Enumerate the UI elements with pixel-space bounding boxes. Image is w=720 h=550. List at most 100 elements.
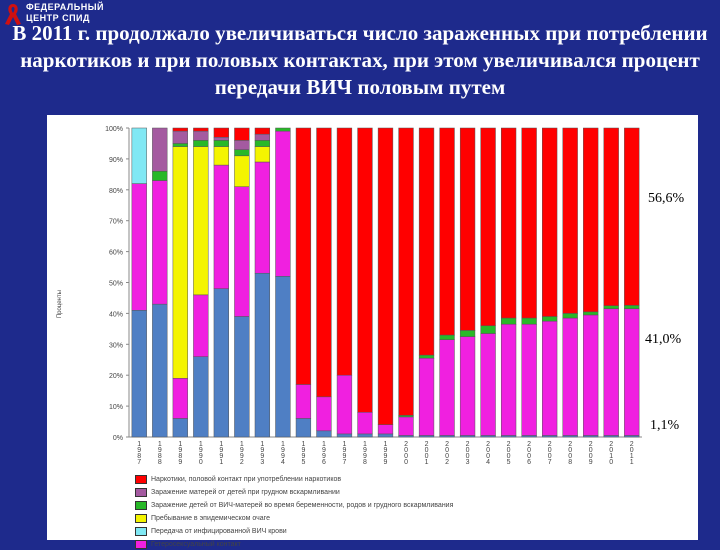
- y-tick-label: 80%: [109, 188, 123, 195]
- bar-segment: [542, 320, 558, 436]
- bar-segment: [254, 161, 271, 274]
- bar-segment: [316, 127, 332, 398]
- bar-segment: [521, 127, 537, 319]
- bar-segment: [459, 336, 476, 436]
- legend-item: Заражение матерей от детей при грудном в…: [135, 486, 340, 498]
- bar-segment: [193, 140, 209, 147]
- bar-segment: [234, 140, 250, 150]
- bar-segment: [193, 356, 209, 438]
- bar-segment: [254, 133, 271, 141]
- bar-segment: [295, 384, 312, 419]
- bar-segment: [562, 317, 578, 436]
- annotation-mother-child: 1,1%: [650, 418, 680, 433]
- bar-segment: [254, 272, 271, 438]
- legend-label: Гетеросексуальный контакт: [151, 540, 241, 548]
- y-tick-label: 0%: [113, 435, 123, 442]
- bar-segment: [213, 127, 229, 138]
- bar-segment: [172, 143, 188, 147]
- annotation-drug: 56,6%: [648, 191, 685, 206]
- legend-label: Заражение матерей от детей при грудном в…: [151, 488, 340, 496]
- bar-segment: [336, 433, 353, 438]
- y-tick-label: 100%: [105, 126, 123, 133]
- bar-segment: [418, 354, 435, 359]
- bar-segment: [418, 127, 435, 356]
- bar-segment: [377, 433, 394, 438]
- red-ribbon-icon: [5, 4, 21, 25]
- bar-segment: [316, 430, 332, 438]
- bar-segment: [521, 323, 537, 436]
- legend-item: Пребывание в эпидемическом очаге: [135, 512, 270, 524]
- bar-segment: [152, 171, 168, 181]
- bar-segment: [357, 433, 373, 438]
- bar-segment: [624, 308, 640, 436]
- bar-segment: [213, 140, 229, 147]
- logo-line-2: ЦЕНТР СПИД: [26, 13, 90, 23]
- bar-segment: [418, 357, 435, 436]
- bar-segment: [152, 303, 168, 438]
- legend-swatch: [135, 500, 147, 510]
- bar-segment: [583, 314, 599, 436]
- bar-segment: [500, 317, 517, 325]
- slide-title: В 2011 г. продолжало увеличиваться число…: [12, 21, 708, 99]
- bar-segment: [152, 127, 168, 172]
- bar-segment: [131, 127, 147, 184]
- legend-swatch: [135, 539, 147, 549]
- bar-segment: [439, 334, 455, 340]
- bar-segment: [480, 333, 496, 436]
- bar-segment: [480, 127, 496, 327]
- bar-segment: [213, 288, 229, 438]
- logo: ФЕДЕРАЛЬНЫЙ ЦЕНТР СПИД: [0, 0, 103, 30]
- bar-segment: [234, 186, 250, 317]
- bar-segment: [603, 305, 619, 310]
- bar-segment: [624, 305, 640, 310]
- legend-label: Передача от инфицированной ВИЧ крови: [151, 527, 287, 535]
- logo-line-1: ФЕДЕРАЛЬНЫЙ: [26, 2, 104, 12]
- bar-segment: [193, 127, 209, 132]
- legend-label: Пребывание в эпидемическом очаге: [151, 514, 270, 522]
- bar-segment: [275, 130, 291, 277]
- bar-segment: [275, 127, 291, 132]
- bar-segment: [172, 127, 188, 132]
- bar-segment: [295, 418, 312, 438]
- bar-segment: [603, 127, 619, 306]
- bar-segment: [377, 424, 394, 435]
- bar-segment: [295, 127, 312, 385]
- bar-segment: [193, 130, 209, 141]
- y-axis-label: Проценты: [57, 290, 63, 318]
- y-tick-label: 20%: [109, 373, 123, 380]
- bar-segment: [193, 294, 209, 357]
- bar-segment: [562, 313, 578, 319]
- bar-segment: [316, 396, 332, 432]
- bar-segment: [562, 127, 578, 314]
- bar-segment: [234, 127, 250, 141]
- bar-segment: [459, 127, 476, 331]
- bar-segment: [459, 330, 476, 337]
- bar-segment: [254, 146, 271, 163]
- legend-swatch: [135, 526, 147, 536]
- legend-item: Передача от инфицированной ВИЧ крови: [135, 525, 287, 537]
- bar-segment: [213, 137, 229, 141]
- bar-segment: [357, 412, 373, 435]
- y-tick-label: 60%: [109, 250, 123, 257]
- bar-segment: [603, 308, 619, 436]
- bar-segment: [254, 127, 271, 135]
- chart-panel: 0% 10% 20% 30% 40% 50% 60% 70% 80% 90% 100% Процент…: [47, 115, 698, 549]
